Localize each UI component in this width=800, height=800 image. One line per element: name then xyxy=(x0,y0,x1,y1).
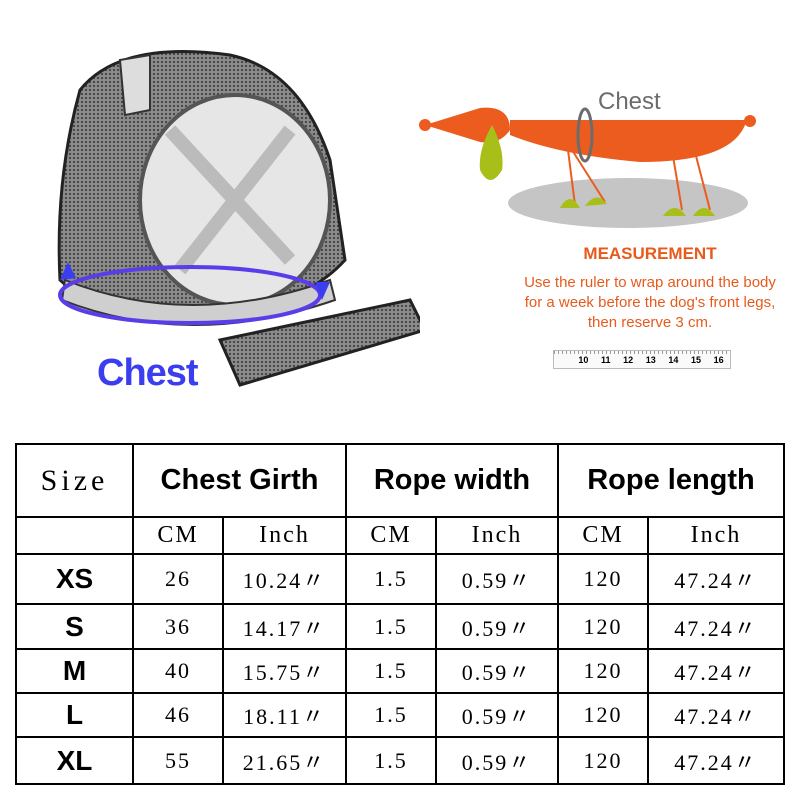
harness-illustration xyxy=(57,50,420,387)
ruler-tick: 15 xyxy=(691,354,702,365)
ruler: 10 11 12 13 14 15 16 xyxy=(553,350,731,369)
ruler-tick: 10 xyxy=(578,354,589,365)
ruler-tick: 14 xyxy=(668,354,679,365)
size-cell: M xyxy=(15,648,134,694)
chest-girth-header: Chest Girth xyxy=(132,443,347,518)
value-cell: 10.24〃 xyxy=(222,553,347,605)
value-cell: 1.5 xyxy=(345,736,437,785)
group-header-row: Size Chest Girth Rope width Rope length xyxy=(15,443,785,518)
dog-ear xyxy=(479,125,503,180)
value-cell: 120 xyxy=(557,736,649,785)
size-cell: L xyxy=(15,692,134,738)
size-cell: S xyxy=(15,603,134,650)
table-row: XS 26 10.24〃 1.5 0.59〃 120 47.24〃 xyxy=(15,553,785,605)
size-table: Size Chest Girth Rope width Rope length … xyxy=(15,443,785,785)
unit-header: CM xyxy=(557,516,649,555)
value-cell: 0.59〃 xyxy=(435,603,559,650)
value-cell: 47.24〃 xyxy=(647,648,785,694)
value-cell: 0.59〃 xyxy=(435,648,559,694)
chest-ring xyxy=(576,107,594,163)
shadow xyxy=(508,178,748,228)
value-cell: 46 xyxy=(132,692,224,738)
value-cell: 0.59〃 xyxy=(435,553,559,605)
value-cell: 47.24〃 xyxy=(647,736,785,785)
value-cell: 120 xyxy=(557,648,649,694)
table-row: S 36 14.17〃 1.5 0.59〃 120 47.24〃 xyxy=(15,603,785,650)
unit-header: Inch xyxy=(222,516,347,555)
value-cell: 55 xyxy=(132,736,224,785)
value-cell: 47.24〃 xyxy=(647,553,785,605)
ruler-tick: 11 xyxy=(600,354,611,365)
measurement-text: Use the ruler to wrap around the body fo… xyxy=(524,274,776,331)
value-cell: 1.5 xyxy=(345,648,437,694)
unit-header: CM xyxy=(345,516,437,555)
measurement-title: MEASUREMENT xyxy=(583,244,717,263)
value-cell: 1.5 xyxy=(345,553,437,605)
unit-header: Inch xyxy=(435,516,559,555)
unit-header-row: CM Inch CM Inch CM Inch xyxy=(15,516,785,555)
harness-chest-label: Chest xyxy=(97,352,199,394)
value-cell: 21.65〃 xyxy=(222,736,347,785)
empty-cell xyxy=(15,516,134,555)
value-cell: 120 xyxy=(557,553,649,605)
value-cell: 15.75〃 xyxy=(222,648,347,694)
unit-header: CM xyxy=(132,516,224,555)
value-cell: 18.11〃 xyxy=(222,692,347,738)
unit-header: Inch xyxy=(647,516,785,555)
value-cell: 1.5 xyxy=(345,692,437,738)
ruler-tick: 12 xyxy=(623,354,634,365)
value-cell: 47.24〃 xyxy=(647,692,785,738)
value-cell: 0.59〃 xyxy=(435,736,559,785)
value-cell: 120 xyxy=(557,603,649,650)
rope-length-header: Rope length xyxy=(557,443,785,518)
size-cell: XS xyxy=(15,553,134,605)
ruler-tick: 16 xyxy=(713,354,724,365)
rope-width-header: Rope width xyxy=(345,443,559,518)
value-cell: 26 xyxy=(132,553,224,605)
value-cell: 0.59〃 xyxy=(435,692,559,738)
value-cell: 1.5 xyxy=(345,603,437,650)
value-cell: 14.17〃 xyxy=(222,603,347,650)
value-cell: 120 xyxy=(557,692,649,738)
dog-illustration xyxy=(419,107,756,228)
value-cell: 36 xyxy=(132,603,224,650)
table-row: L 46 18.11〃 1.5 0.59〃 120 47.24〃 xyxy=(15,692,785,738)
ruler-tick: 13 xyxy=(645,354,656,365)
table-row: XL 55 21.65〃 1.5 0.59〃 120 47.24〃 xyxy=(15,736,785,785)
value-cell: 40 xyxy=(132,648,224,694)
size-header: Size xyxy=(15,443,134,518)
table-row: M 40 15.75〃 1.5 0.59〃 120 47.24〃 xyxy=(15,648,785,694)
dog-chest-label: Chest xyxy=(598,88,661,115)
value-cell: 47.24〃 xyxy=(647,603,785,650)
size-cell: XL xyxy=(15,736,134,785)
